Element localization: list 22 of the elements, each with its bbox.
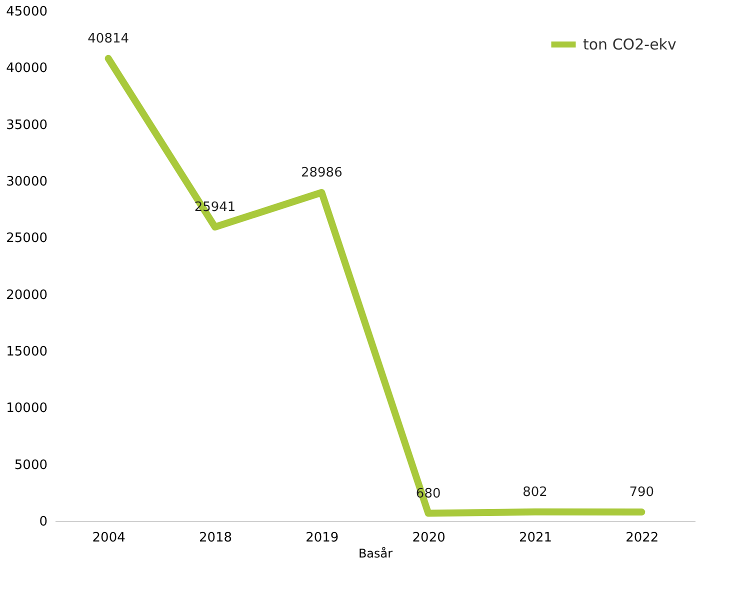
data-label: 28986 — [300, 165, 342, 180]
y-tick-label: 25000 — [6, 231, 48, 246]
x-axis-title: Basår — [358, 546, 393, 560]
y-tick-label: 15000 — [6, 344, 48, 360]
y-tick-label: 0 — [39, 514, 48, 530]
data-label: 40814 — [88, 31, 130, 46]
legend-label: ton CO2-ekv — [583, 36, 676, 54]
data-label: 802 — [522, 484, 548, 500]
y-tick-label: 30000 — [6, 174, 48, 190]
y-tick-label: 20000 — [6, 288, 48, 303]
y-tick-label: 45000 — [6, 4, 48, 20]
y-tick-label: 40000 — [6, 61, 48, 76]
y-tick-label: 35000 — [6, 118, 48, 133]
x-tick-label: 2021 — [518, 530, 552, 546]
x-tick-label: 2004 — [92, 530, 126, 546]
x-tick-label: 2018 — [198, 530, 232, 546]
x-tick-label: 2020 — [412, 530, 446, 546]
y-tick-label: 5000 — [14, 458, 48, 473]
y-tick-label: 10000 — [6, 401, 48, 416]
x-tick-label: 2022 — [626, 530, 659, 546]
x-tick-label: 2019 — [306, 530, 339, 546]
data-label: 790 — [629, 485, 654, 500]
